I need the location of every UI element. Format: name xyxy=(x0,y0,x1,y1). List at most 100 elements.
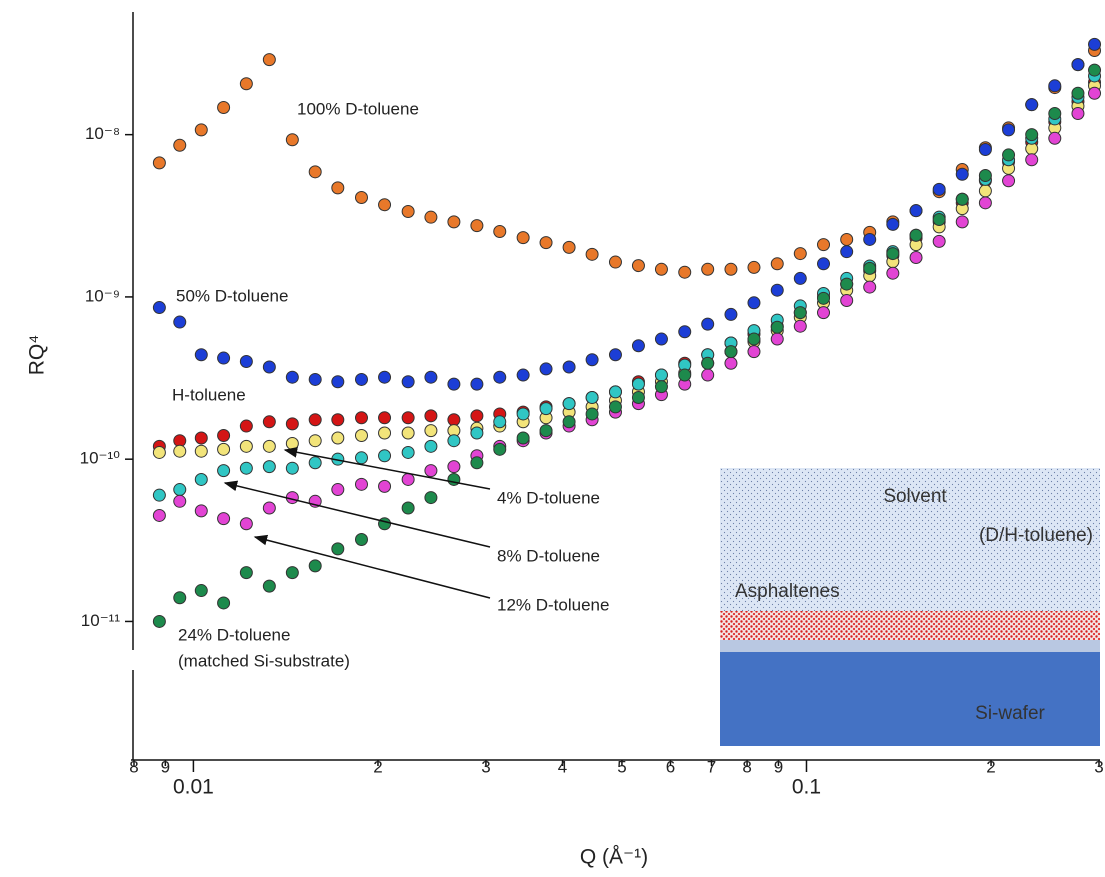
data-point xyxy=(724,345,738,359)
data-point xyxy=(516,407,530,421)
data-point xyxy=(678,368,692,382)
series-label: 8% D-toluene xyxy=(497,546,600,565)
data-point xyxy=(401,472,415,486)
data-point xyxy=(724,356,738,370)
x-tick-label: 2 xyxy=(986,757,995,776)
data-point xyxy=(152,156,166,170)
data-point xyxy=(770,332,784,346)
data-point xyxy=(308,372,322,386)
data-point xyxy=(217,428,231,442)
data-point xyxy=(1025,153,1039,167)
x-tick-label: 8 xyxy=(129,757,138,776)
data-point xyxy=(886,217,900,231)
data-point xyxy=(562,415,576,429)
data-point xyxy=(747,260,761,274)
data-point xyxy=(194,444,208,458)
data-point xyxy=(152,488,166,502)
data-point xyxy=(516,368,530,382)
data-point xyxy=(308,413,322,427)
data-point xyxy=(863,261,877,275)
data-point xyxy=(239,419,253,433)
data-point xyxy=(770,320,784,334)
data-point xyxy=(470,426,484,440)
data-point xyxy=(401,411,415,425)
data-point xyxy=(631,259,645,273)
data-point xyxy=(152,614,166,628)
data-point xyxy=(378,411,392,425)
data-point xyxy=(493,370,507,384)
data-point xyxy=(539,236,553,250)
y-tick-label: 10⁻¹⁰ xyxy=(80,449,121,468)
series-label: 4% D-toluene xyxy=(497,488,600,507)
data-point xyxy=(1071,58,1085,72)
data-point xyxy=(909,228,923,242)
data-point xyxy=(678,325,692,339)
x-tick-label: 7 xyxy=(707,757,716,776)
data-point xyxy=(1025,98,1039,112)
data-point xyxy=(424,424,438,438)
si-wafer-layer xyxy=(720,652,1100,746)
data-point xyxy=(424,439,438,453)
data-point xyxy=(239,77,253,91)
y-tick-label: 10⁻⁹ xyxy=(85,286,120,305)
data-point xyxy=(585,390,599,404)
data-point xyxy=(447,377,461,391)
data-point xyxy=(909,204,923,218)
data-point xyxy=(1088,86,1102,100)
data-point xyxy=(424,370,438,384)
data-point xyxy=(378,517,392,531)
data-point xyxy=(285,566,299,580)
x-tick-label: 3 xyxy=(481,757,490,776)
data-point xyxy=(562,240,576,254)
data-point xyxy=(239,439,253,453)
arrow xyxy=(253,534,491,599)
data-point xyxy=(701,356,715,370)
data-point xyxy=(978,196,992,210)
data-point xyxy=(793,247,807,261)
data-point xyxy=(217,351,231,365)
data-point xyxy=(955,167,969,181)
data-point xyxy=(932,234,946,248)
data-point xyxy=(470,456,484,470)
arrow xyxy=(283,446,491,490)
data-point xyxy=(539,424,553,438)
data-point xyxy=(886,247,900,261)
data-point xyxy=(285,133,299,147)
data-point xyxy=(239,566,253,580)
data-point xyxy=(516,431,530,445)
data-point xyxy=(585,407,599,421)
data-point xyxy=(152,508,166,522)
data-point xyxy=(1002,148,1016,162)
x-tick-label: 5 xyxy=(617,757,626,776)
data-point xyxy=(401,375,415,389)
data-point xyxy=(308,165,322,179)
data-point xyxy=(331,181,345,195)
data-point xyxy=(401,445,415,459)
data-point xyxy=(1048,131,1062,145)
data-point xyxy=(1002,123,1016,137)
data-point xyxy=(817,257,831,271)
data-point xyxy=(173,483,187,497)
y-tick-label: 10⁻¹¹ xyxy=(81,611,121,630)
data-point xyxy=(173,315,187,329)
data-point xyxy=(217,101,231,115)
data-point xyxy=(285,417,299,431)
series-label: H-toluene xyxy=(172,385,246,404)
x-tick-label: 0.01 xyxy=(173,776,214,799)
data-point xyxy=(354,411,368,425)
data-point xyxy=(217,512,231,526)
data-point xyxy=(1071,107,1085,121)
data-point xyxy=(152,301,166,315)
data-point xyxy=(285,461,299,475)
data-point xyxy=(701,368,715,382)
x-tick-label: 3 xyxy=(1094,757,1103,776)
data-point xyxy=(331,431,345,445)
data-point xyxy=(308,456,322,470)
data-point xyxy=(654,332,668,346)
inset-label: (D/H-toluene) xyxy=(979,525,1093,546)
data-point xyxy=(608,255,622,269)
series-label: 100% D-toluene xyxy=(297,99,419,118)
data-point xyxy=(770,283,784,297)
data-point xyxy=(654,368,668,382)
data-point xyxy=(747,296,761,310)
